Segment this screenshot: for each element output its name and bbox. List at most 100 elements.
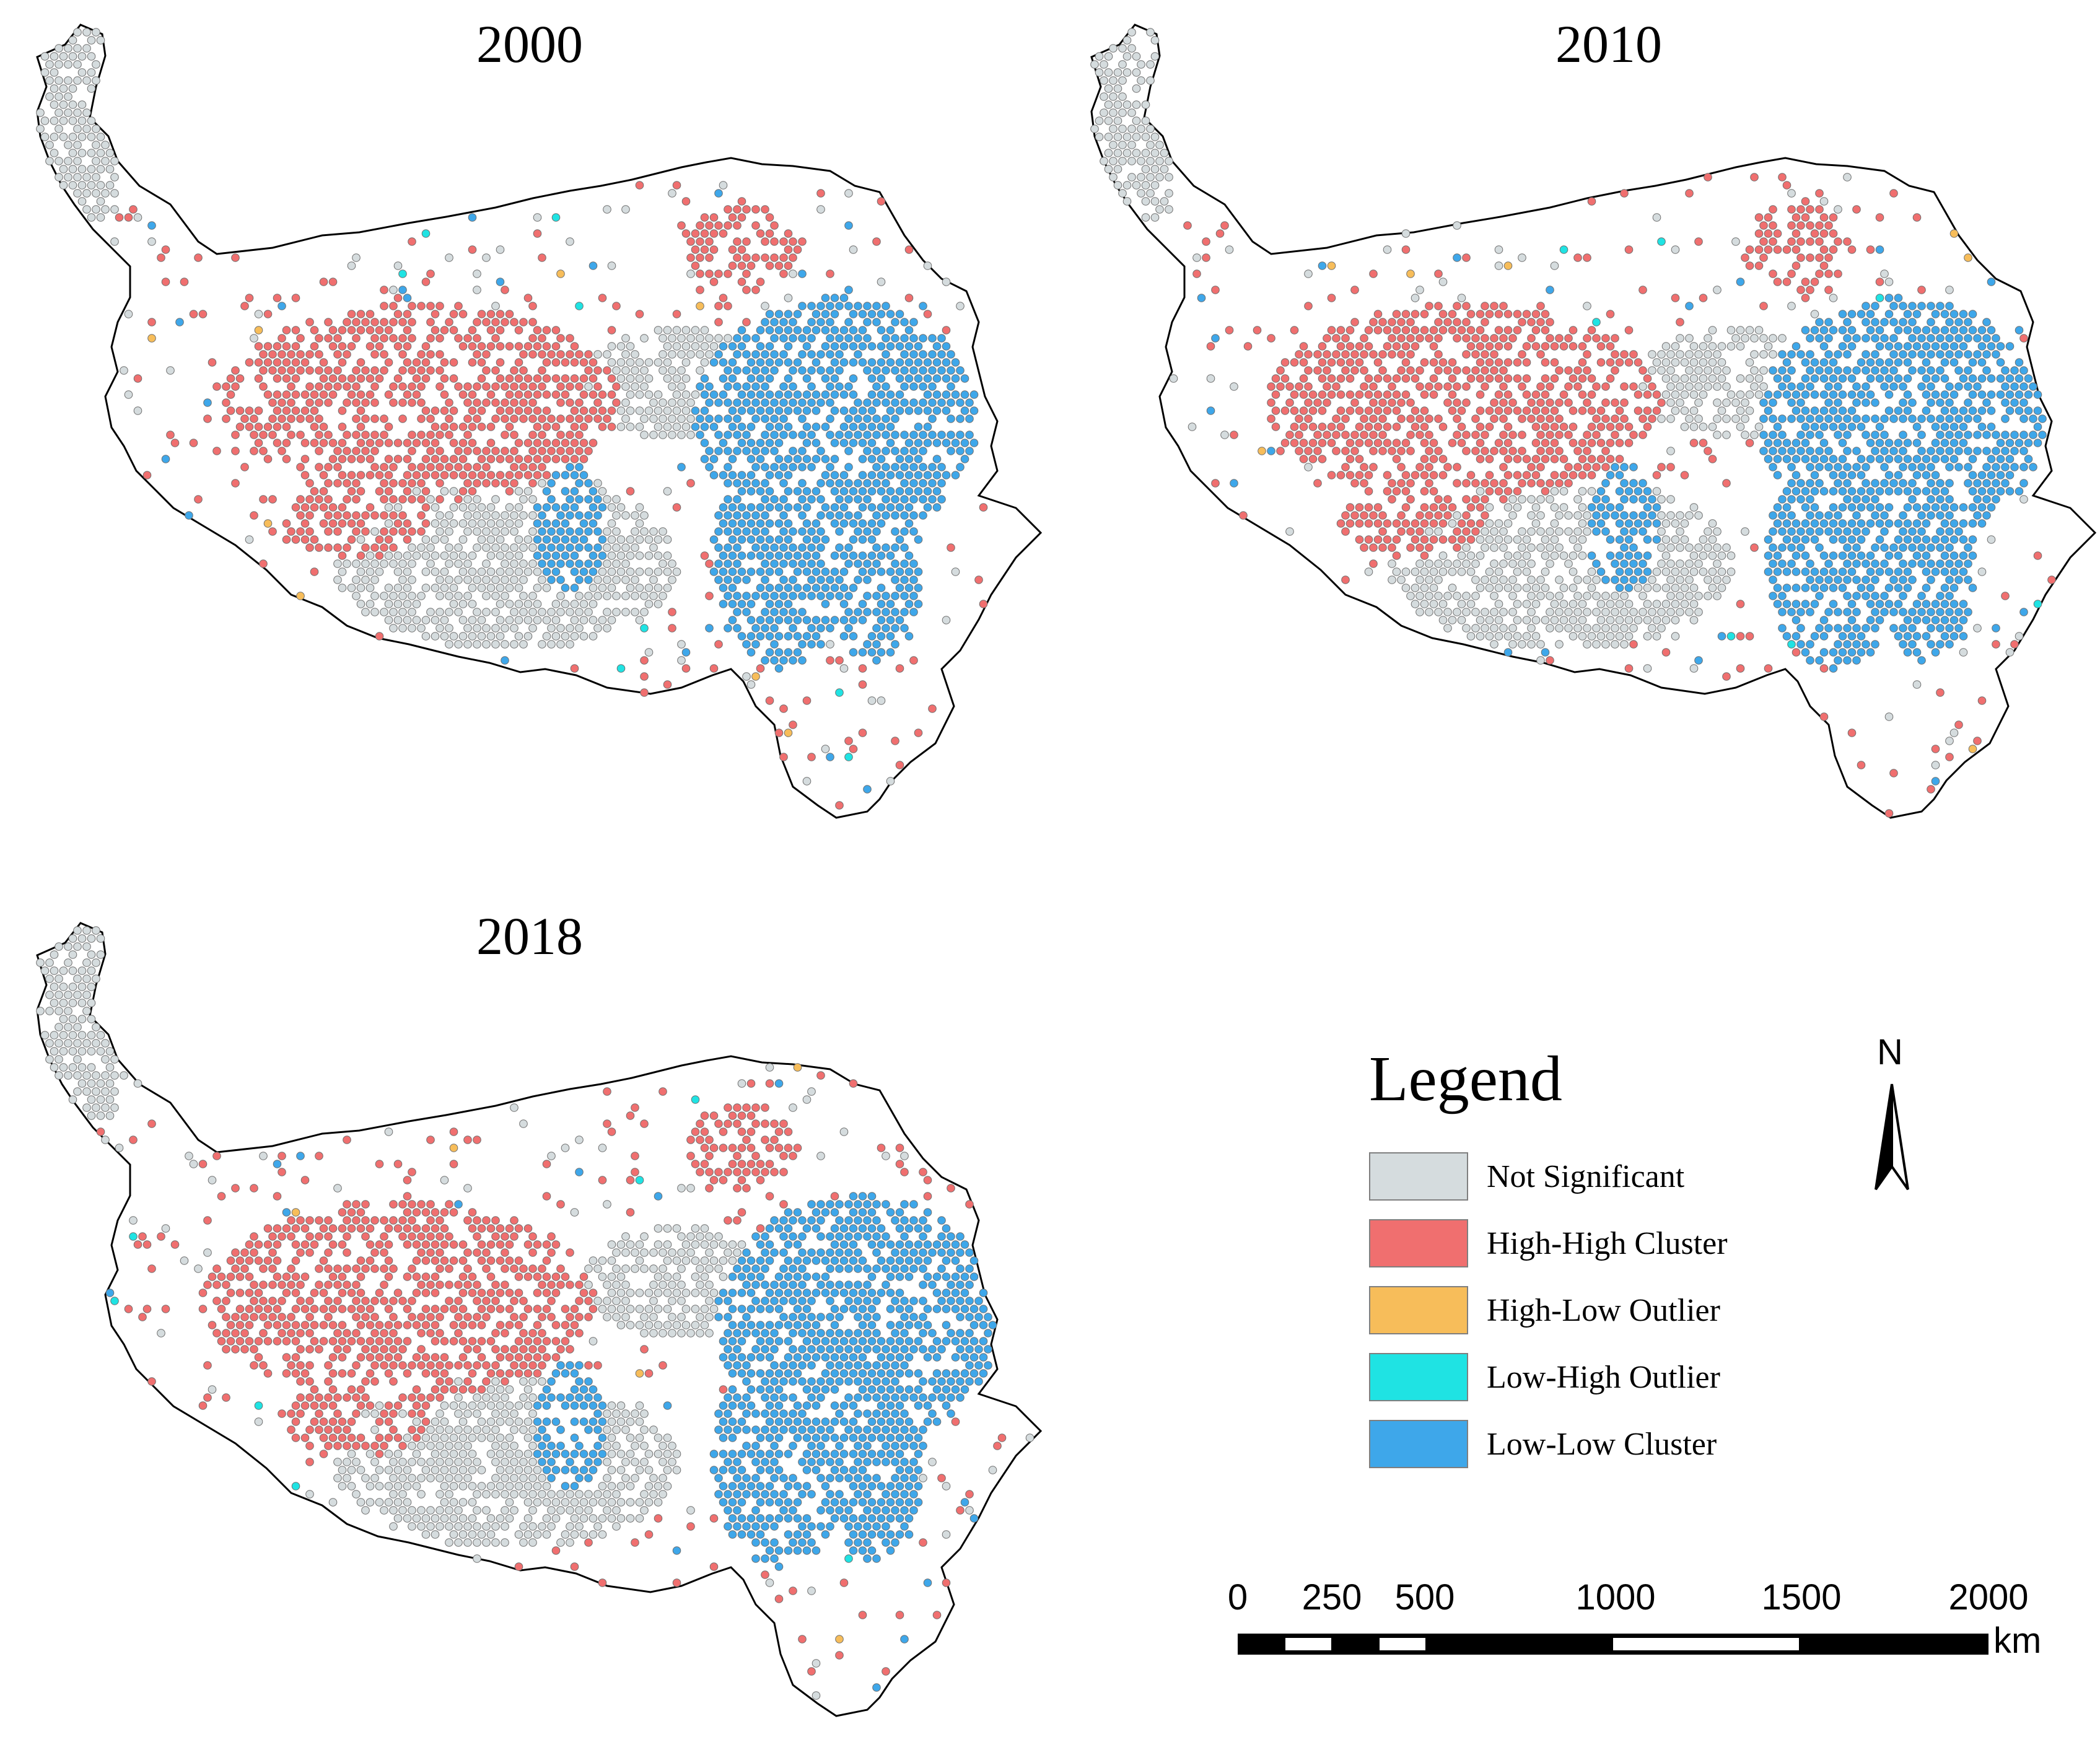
hex-cell: [593, 511, 602, 520]
hex-cell: [1912, 616, 1922, 624]
hex-cell: [1801, 278, 1810, 286]
hex-cell: [826, 269, 834, 278]
hex-cell: [733, 398, 742, 407]
hex-cell: [1546, 608, 1554, 616]
hex-cell: [473, 414, 481, 423]
hex-cell: [1527, 511, 1536, 520]
plateau-region: [36, 922, 1043, 1717]
hex-cell: [486, 567, 496, 576]
map-title: 2010: [1555, 14, 1662, 74]
hex-cell: [719, 471, 728, 479]
hex-cell: [1945, 543, 1954, 552]
hex-cell: [1922, 584, 1931, 592]
hex-cell: [1908, 624, 1917, 632]
hex-cell: [663, 374, 672, 383]
hex-cell: [635, 567, 644, 576]
hex-cell: [1095, 116, 1104, 125]
hex-cell: [1336, 390, 1345, 399]
hex-cell: [482, 366, 491, 375]
hex-cell: [408, 318, 416, 326]
hex-cell: [1940, 584, 1949, 592]
hex-cell: [1606, 616, 1615, 624]
hex-cell: [421, 487, 431, 496]
hex-cell: [798, 463, 807, 471]
hex-cell: [96, 950, 105, 959]
hex-cell: [1336, 358, 1345, 367]
hex-cell: [1931, 761, 1940, 769]
hex-cell: [1369, 511, 1378, 520]
hex-cell: [1494, 326, 1503, 335]
hex-cell: [1852, 398, 1861, 407]
hex-cell: [1541, 342, 1550, 351]
hex-cell: [1726, 551, 1736, 560]
hex-cell: [59, 999, 68, 1007]
hex-cell: [668, 624, 676, 632]
hex-cell: [1852, 511, 1861, 520]
hex-cell: [1875, 567, 1884, 576]
hex-cell: [1611, 559, 1619, 568]
hex-cell: [1453, 302, 1461, 310]
hex-cell: [867, 342, 877, 351]
hex-cell: [909, 495, 918, 504]
hex-cell: [1513, 374, 1522, 383]
hex-cell: [365, 471, 375, 479]
hex-cell: [1583, 592, 1591, 600]
hex-cell: [1917, 527, 1926, 536]
hex-cell: [440, 358, 449, 367]
hex-cell: [528, 511, 537, 520]
hex-cell: [1355, 422, 1364, 431]
hex-cell: [147, 1119, 156, 1128]
hex-cell: [1773, 471, 1782, 479]
hex-cell: [59, 100, 68, 109]
hex-cell: [761, 479, 769, 488]
hex-cell: [1555, 527, 1564, 536]
hex-cell: [779, 559, 788, 568]
hex-cell: [1578, 616, 1587, 624]
hex-cell: [561, 535, 570, 544]
hex-cell: [240, 414, 249, 423]
hex-cell: [1954, 318, 1963, 326]
hex-cell: [668, 334, 676, 343]
hex-cell: [1847, 600, 1857, 608]
hex-cell: [1546, 624, 1554, 632]
hex-cell: [440, 535, 449, 544]
hex-cell: [802, 326, 812, 335]
hex-cell: [1513, 326, 1522, 335]
hex-cell: [1160, 197, 1169, 206]
hex-cell: [1555, 624, 1564, 632]
hex-cell: [1949, 406, 1959, 415]
hex-cell: [1945, 447, 1954, 455]
hex-cell: [895, 390, 904, 399]
hex-cell: [1453, 318, 1461, 326]
hex-cell: [268, 414, 277, 423]
hex-cell: [1843, 592, 1852, 600]
hex-cell: [914, 439, 923, 447]
hex-cell: [440, 616, 449, 624]
hex-cell: [672, 310, 681, 318]
hex-cell: [1908, 608, 1917, 616]
hex-cell: [1476, 406, 1485, 415]
hex-cell: [863, 318, 872, 326]
hex-cell: [784, 326, 793, 335]
hex-cell: [742, 1103, 751, 1112]
hex-cell: [1481, 350, 1489, 359]
hex-cell: [561, 358, 570, 367]
hex-cell: [454, 592, 463, 600]
hex-cell: [1471, 479, 1480, 488]
hex-cell: [1824, 334, 1833, 343]
hex-cell: [1457, 616, 1466, 624]
hex-cell: [1949, 342, 1959, 351]
hex-cell: [463, 479, 472, 488]
hex-cell: [1434, 608, 1443, 616]
hex-cell: [1527, 624, 1536, 632]
hex-cell: [1773, 278, 1782, 286]
hex-cell: [1685, 334, 1694, 343]
hex-cell: [1754, 261, 1764, 270]
hex-cell: [1406, 431, 1415, 439]
hex-cell: [1573, 608, 1582, 616]
hex-cell: [403, 535, 412, 544]
hex-cell: [807, 592, 816, 600]
hex-cell: [291, 406, 300, 415]
hex-cell: [296, 431, 305, 439]
hex-cell: [1806, 495, 1814, 504]
